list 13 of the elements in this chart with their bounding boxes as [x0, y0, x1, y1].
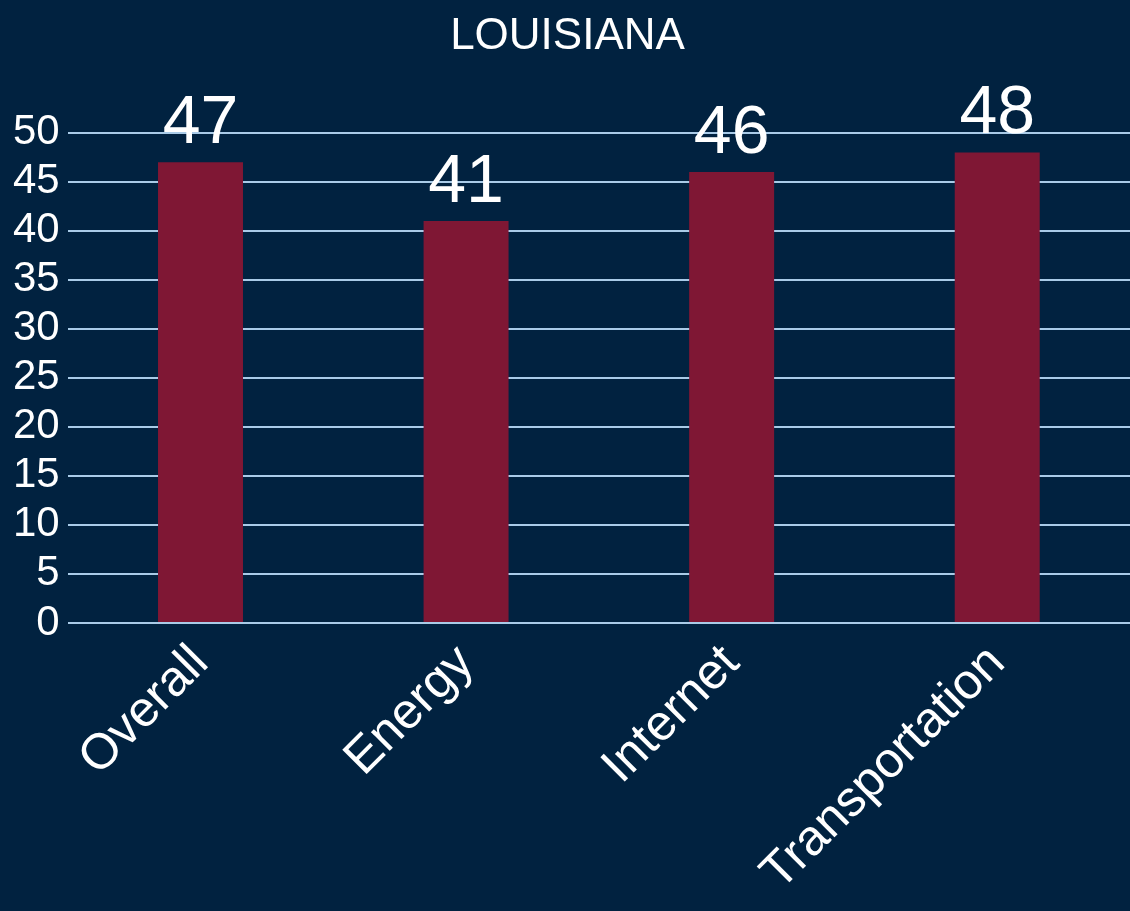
y-tick-label: 25	[13, 351, 60, 399]
y-tick-label: 20	[13, 400, 60, 448]
data-label: 48	[959, 71, 1036, 148]
y-tick-label: 5	[36, 547, 60, 595]
chart-title: LOUISIANA	[450, 8, 686, 58]
y-tick-label: 30	[13, 302, 60, 350]
y-tick-label: 10	[13, 498, 60, 546]
y-tick-label: 45	[13, 155, 60, 203]
y-tick-label: 50	[13, 106, 60, 154]
y-tick-label: 0	[36, 596, 60, 644]
y-tick-label: 15	[13, 449, 60, 497]
y-tick-label: 40	[13, 204, 60, 252]
y-tick-label: 35	[13, 253, 60, 301]
